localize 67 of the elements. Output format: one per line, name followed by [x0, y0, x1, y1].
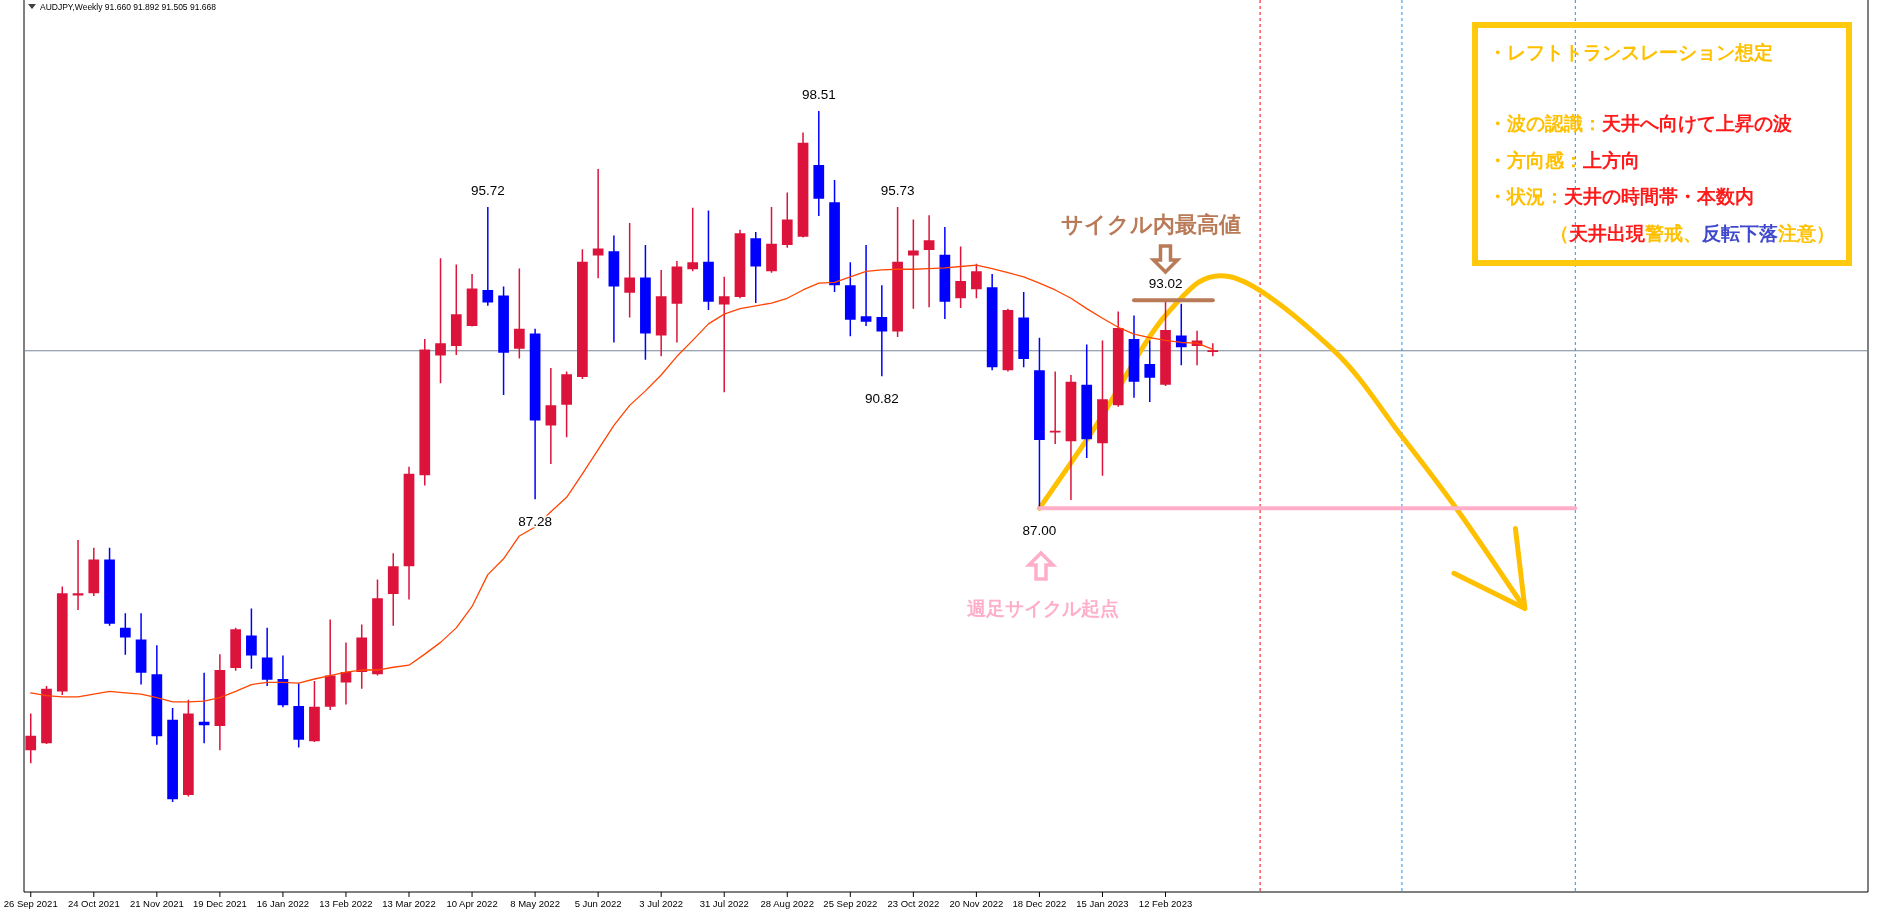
candlestick [198, 672, 210, 744]
annotation: 天井の時間帯・本数内 [1563, 186, 1754, 207]
candlestick [655, 269, 667, 357]
annotation: ・状況： [1488, 186, 1564, 207]
x-tick-label: 12 Feb 2023 [1138, 898, 1193, 909]
annotation: 反転下落 [1701, 223, 1778, 244]
x-tick-label: 23 Oct 2022 [887, 898, 940, 909]
x-tick-label: 3 Jul 2022 [639, 898, 684, 909]
annotation: 週足サイクル起点 [965, 598, 1119, 619]
x-tick-label: 13 Feb 2022 [319, 898, 373, 909]
candlestick [608, 235, 620, 343]
x-tick-label: 10 Apr 2022 [446, 898, 498, 909]
candlestick [592, 169, 604, 279]
candlestick [230, 627, 241, 671]
annotation: 98.51 [801, 87, 836, 102]
candlestick [482, 207, 494, 306]
candlestick [718, 276, 730, 393]
text: ・レフトトランスレーション想定 [1488, 42, 1773, 63]
x-tick-label: 24 Oct 2021 [67, 898, 120, 909]
candlestick [750, 231, 762, 304]
annotation: 天井出現 [1568, 223, 1646, 244]
annotation: 90.82 [864, 391, 899, 407]
candlestick [104, 547, 115, 626]
candlestick [545, 368, 557, 465]
annotation: 87.00 [1022, 523, 1057, 539]
candlestick [923, 215, 935, 308]
x-tick-label: 13 Mar 2022 [382, 898, 436, 909]
candlestick [324, 619, 336, 711]
candlestick [1049, 371, 1061, 445]
annotation: サイクル内最高値 [1061, 212, 1242, 237]
annotation: ・方向感： [1488, 150, 1583, 171]
x-tick-label: 19 Dec 2021 [192, 898, 247, 909]
annotation: 注意） [1777, 223, 1835, 244]
annotation: 95.73 [880, 183, 915, 199]
candlestick [25, 713, 37, 764]
annotation: 警戒、 [1644, 223, 1702, 244]
x-tick-label: 20 Nov 2022 [949, 898, 1004, 909]
x-tick-label: 5 Jun 2022 [574, 898, 622, 909]
candlestick [340, 642, 352, 705]
x-tick-label: 21 Nov 2021 [129, 898, 184, 909]
x-tick-label: 8 May 2022 [510, 898, 560, 909]
candlestick [1144, 340, 1156, 402]
candlestick [986, 274, 998, 371]
x-tick-label: 25 Sep 2022 [823, 898, 878, 909]
annotation: ・波の認識： [1488, 113, 1602, 134]
annotation: 天井へ向けて上昇の波 [1601, 113, 1792, 134]
annotation: 93.02 [1148, 276, 1183, 292]
candlestick [261, 627, 273, 686]
candlestick [876, 285, 888, 377]
candlestick [419, 339, 431, 486]
candlestick [860, 245, 872, 326]
candlestick [813, 111, 825, 217]
x-tick-label: 16 Jan 2022 [256, 898, 310, 909]
x-tick-label: 31 Jul 2022 [699, 898, 749, 909]
x-tick-label: 26 Sep 2021 [3, 898, 58, 909]
candlestick [88, 547, 100, 597]
candlestick [72, 540, 84, 610]
x-tick-label: 28 Aug 2022 [760, 898, 814, 909]
x-tick-label: 15 Jan 2023 [1076, 898, 1129, 909]
chart-title: AUDJPY,Weekly 91.660 91.892 91.505 91.668 [40, 2, 217, 12]
candlestick [151, 645, 163, 745]
annotation: 上方向 [1582, 150, 1640, 171]
candlestick [1112, 311, 1124, 407]
annotation: 95.72 [470, 183, 505, 199]
candlestick [56, 586, 68, 695]
x-tick-label: 18 Dec 2022 [1012, 898, 1067, 909]
annotation: （ [1550, 223, 1569, 244]
